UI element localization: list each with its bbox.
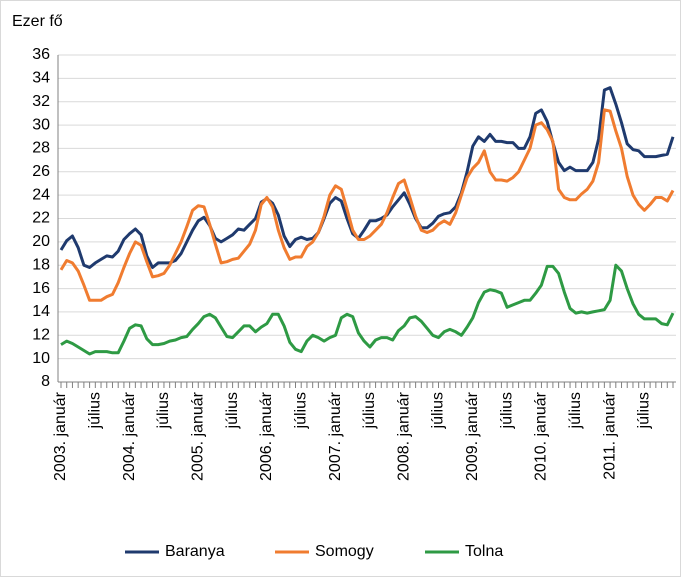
x-tick-label: 2006. január xyxy=(258,391,275,481)
y-tick-label: 10 xyxy=(32,350,50,367)
y-tick-label: 12 xyxy=(32,327,50,344)
y-tick-label: 28 xyxy=(32,140,50,157)
x-tick-label: július xyxy=(155,392,172,429)
x-tick-label: 2008. január xyxy=(395,391,412,481)
y-tick-label: 20 xyxy=(32,233,50,250)
y-tick-label: 30 xyxy=(32,116,50,133)
legend-label: Somogy xyxy=(315,543,374,560)
x-tick-label: július xyxy=(498,392,515,429)
legend-label: Tolna xyxy=(465,543,503,560)
x-tick-label: 2007. január xyxy=(327,391,344,481)
x-tick-label: 2010. január xyxy=(533,391,550,481)
x-tick-label: július xyxy=(636,392,653,429)
series-line xyxy=(60,263,675,356)
x-tick-label: 2009. január xyxy=(464,391,481,481)
x-tick-label: 2005. január xyxy=(189,391,206,481)
y-tick-label: 34 xyxy=(32,70,50,87)
series-line xyxy=(59,86,675,269)
x-tick-label: július xyxy=(224,392,241,429)
x-tick-label: július xyxy=(567,392,584,429)
x-tick-label: 2011. január xyxy=(601,391,618,479)
y-tick-label: 22 xyxy=(32,210,50,227)
y-tick-label: 32 xyxy=(32,93,50,110)
x-tick-label: július xyxy=(87,392,104,429)
y-tick-label: 8 xyxy=(41,373,50,390)
y-tick-label: 18 xyxy=(32,256,50,273)
x-tick-label: július xyxy=(361,392,378,429)
x-tick-label: július xyxy=(292,392,309,429)
x-tick-label: július xyxy=(430,392,447,429)
y-tick-label: 24 xyxy=(32,186,50,203)
y-axis-label: Ezer fő xyxy=(12,13,63,30)
legend-label: Baranya xyxy=(165,543,225,560)
series-line xyxy=(59,108,675,302)
y-tick-label: 14 xyxy=(32,303,50,320)
y-tick-label: 36 xyxy=(32,46,50,63)
y-tick-label: 26 xyxy=(32,163,50,180)
x-tick-label: 2003. január xyxy=(52,391,69,481)
x-tick-label: 2004. január xyxy=(121,391,138,481)
y-tick-label: 16 xyxy=(32,280,50,297)
